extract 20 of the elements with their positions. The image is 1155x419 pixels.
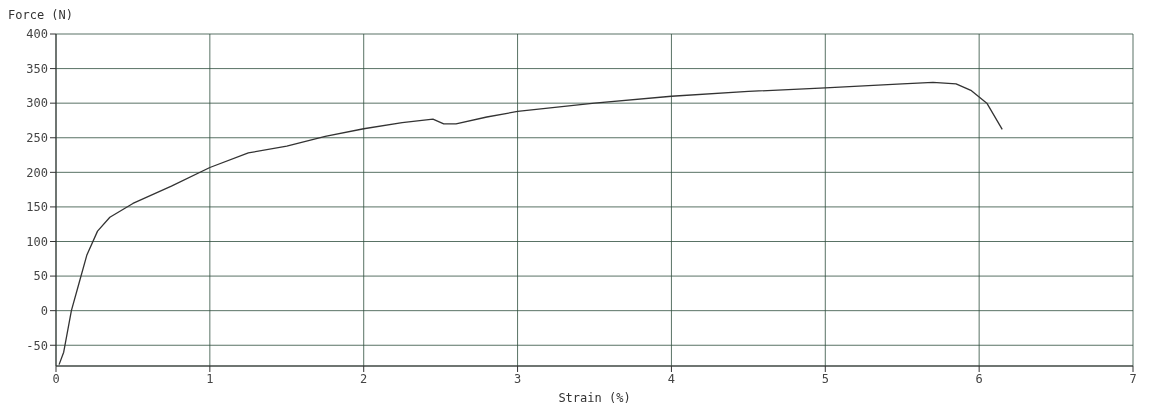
y-tick-label: 400 — [26, 27, 48, 42]
y-tick-label: 300 — [26, 96, 48, 111]
x-tick-label: 7 — [1129, 371, 1137, 386]
y-tick-label: 0 — [40, 303, 48, 318]
x-axis-title: Strain (%) — [557, 390, 632, 406]
y-tick-label: 250 — [26, 131, 48, 146]
x-tick-label: 2 — [360, 371, 368, 386]
y-tick-label: -50 — [26, 338, 48, 353]
x-tick-label: 4 — [667, 371, 676, 386]
x-tick-label: 5 — [821, 371, 829, 386]
x-tick-label: 6 — [975, 371, 983, 386]
y-axis-title: Force (N) — [8, 8, 74, 22]
x-tick-label: 1 — [206, 371, 214, 386]
y-tick-label: 350 — [26, 61, 48, 76]
y-tick-label: 200 — [26, 165, 48, 180]
y-tick-label: 50 — [33, 269, 48, 284]
y-tick-label: 150 — [26, 200, 48, 215]
y-tick-label: 100 — [26, 234, 48, 249]
x-tick-label: 3 — [513, 371, 522, 386]
x-tick-label: 0 — [52, 371, 60, 386]
